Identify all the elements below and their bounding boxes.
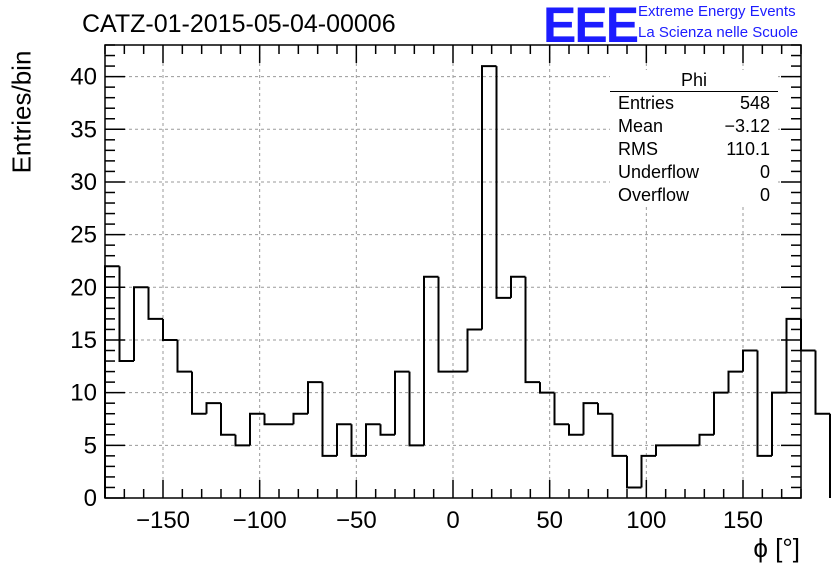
histogram-bin — [220, 403, 236, 436]
y-tick-label: 15 — [70, 327, 97, 354]
y-tick-label: 40 — [70, 64, 97, 91]
stats-name: Phi — [610, 70, 778, 92]
x-tick-label: 150 — [723, 507, 763, 534]
histogram-bin — [423, 275, 439, 446]
histogram-bin — [727, 370, 743, 393]
histogram-bin — [539, 382, 555, 394]
stats-label: Overflow — [618, 185, 690, 205]
stats-row-entries: Entries 548 — [610, 92, 778, 115]
y-tick-label: 35 — [70, 116, 97, 143]
stats-row-underflow: Underflow 0 — [610, 161, 778, 184]
histogram-bin — [292, 412, 308, 425]
histogram-bin — [394, 370, 410, 435]
histogram-bin — [466, 328, 482, 372]
x-tick-label: 50 — [536, 507, 563, 534]
stats-value: −3.12 — [724, 116, 770, 136]
histogram-bin — [742, 349, 758, 372]
histogram-bin — [626, 455, 642, 489]
histogram-bin — [147, 287, 163, 320]
y-tick-label: 0 — [84, 485, 97, 512]
histogram-bin — [640, 454, 656, 488]
histogram-bin — [350, 424, 366, 457]
stats-label: Entries — [618, 93, 675, 113]
grid-lines — [105, 45, 801, 498]
y-tick-label: 10 — [70, 380, 97, 407]
stats-value: 110.1 — [726, 139, 770, 159]
stats-value: 0 — [759, 185, 770, 205]
histogram-bin — [234, 434, 250, 447]
eee-logo: EEE — [543, 0, 639, 53]
histogram-bin — [582, 402, 598, 435]
x-tick-label: 0 — [446, 507, 459, 534]
stats-label: Mean — [618, 116, 664, 136]
histogram-bin — [176, 339, 192, 373]
stats-value: 0 — [759, 162, 770, 182]
histogram-bin — [365, 423, 381, 456]
histogram-bin — [162, 318, 178, 341]
histogram-bin — [249, 412, 265, 446]
histogram-bin — [597, 403, 613, 415]
stats-row-rms: RMS 110.1 — [610, 138, 778, 161]
histogram-bin — [437, 276, 453, 373]
histogram-bin — [713, 391, 729, 435]
histogram-bin — [756, 350, 772, 457]
x-tick-label: −100 — [233, 507, 287, 534]
histogram-bin — [814, 350, 830, 415]
histogram-bin — [611, 413, 627, 457]
histogram-bin — [568, 424, 584, 436]
histogram-bin — [771, 391, 787, 456]
histogram-bin — [698, 433, 714, 446]
histogram-bin — [800, 318, 816, 352]
histogram-bin — [524, 276, 540, 384]
x-tick-label: 100 — [626, 507, 666, 534]
stats-value: 548 — [739, 93, 770, 113]
y-tick-label: 20 — [70, 274, 97, 301]
histogram-bin — [321, 382, 337, 457]
y-axis-title: Entries/bin — [6, 50, 37, 174]
tick-labels: −150 −100 −50 0 50 100 150 0 5 10 15 20 25 30 35 40 — [70, 64, 763, 534]
histogram-bin — [191, 371, 207, 415]
histogram-bin — [379, 424, 395, 436]
histogram-bin — [263, 413, 279, 426]
histogram-bin — [336, 423, 352, 456]
histogram-bin — [205, 402, 221, 414]
histogram-bin — [553, 392, 569, 426]
stats-row-overflow: Overflow 0 — [610, 184, 778, 207]
x-axis-title: ϕ [°] — [753, 533, 800, 563]
axis-ticks — [104, 44, 802, 499]
x-tick-label: −50 — [336, 507, 377, 534]
histogram-bin — [307, 381, 323, 414]
histogram-bin — [481, 65, 497, 330]
chart-title: CATZ-01-2015-05-04-00006 — [82, 10, 396, 38]
histogram-bin — [408, 371, 424, 447]
histogram-bin — [495, 66, 511, 299]
stats-box: Phi Entries 548 Mean −3.12 RMS 110.1 Und… — [610, 70, 778, 207]
y-tick-label: 5 — [84, 432, 97, 459]
y-tick-label: 25 — [70, 222, 97, 249]
stats-label: Underflow — [618, 162, 700, 182]
logo-line-2: La Scienza nelle Scuole — [638, 24, 799, 41]
y-tick-label: 30 — [70, 169, 97, 196]
histogram-bin — [133, 286, 149, 362]
stats-row-mean: Mean −3.12 — [610, 115, 778, 138]
histogram-bin — [655, 444, 671, 456]
histogram-bin — [118, 266, 134, 363]
histogram-bin — [510, 275, 526, 298]
stats-label: RMS — [618, 139, 658, 159]
logo-line-1: Extreme Energy Events — [638, 3, 796, 20]
x-tick-label: −150 — [136, 507, 190, 534]
